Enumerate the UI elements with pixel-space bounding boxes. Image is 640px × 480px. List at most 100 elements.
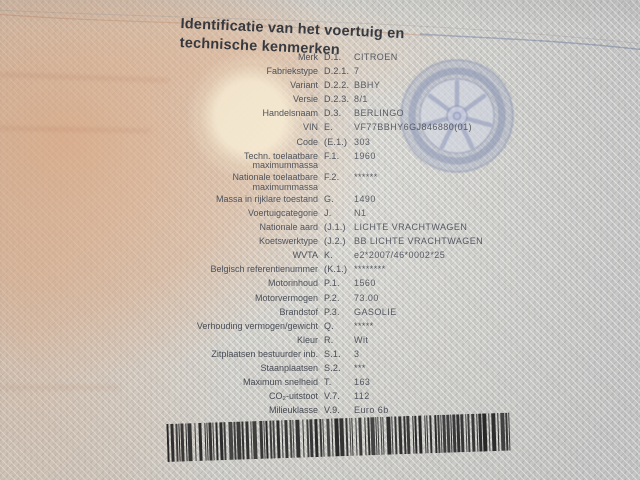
spec-label: Nationale aard — [259, 222, 318, 233]
barcode-bar — [460, 414, 465, 453]
barcode-bar — [314, 419, 319, 458]
spec-value: 1560 — [354, 278, 376, 289]
barcode-bar — [284, 419, 289, 459]
spec-row: Techn. toelaatbare maximummassa F.1. 1960 — [62, 150, 592, 171]
barcode-bar — [391, 416, 394, 455]
barcode-bar — [272, 420, 276, 459]
spec-row: Motorinhoud P.1. 1560 — [62, 279, 592, 289]
spec-label: Kleur — [296, 334, 318, 345]
spec-value: 1960 — [354, 150, 376, 161]
spec-code: D.2.3. — [324, 94, 350, 105]
spec-value: 7 — [354, 66, 360, 77]
salmon-streak — [0, 386, 120, 389]
barcode-bar — [215, 422, 219, 461]
spec-row: Massa in rijklare toestand G. 1490 — [62, 193, 592, 205]
barcode-bar — [331, 418, 334, 457]
barcode-bar — [265, 420, 269, 459]
spec-rows: Merk D.1. CITROEN Fabriekstype D.2.1. 7 Varian… — [62, 52, 592, 420]
spec-code: E. — [324, 122, 333, 133]
spec-code: D.1. — [324, 52, 342, 62]
spec-code: F.1. — [324, 150, 340, 161]
spec-code: T. — [324, 377, 332, 388]
spec-code: S.1. — [324, 348, 341, 359]
spec-value: BB LICHTE VRACHTWAGEN — [354, 236, 484, 247]
spec-code: (E.1.) — [324, 136, 348, 147]
barcode-bar — [355, 417, 358, 456]
spec-code: V.7. — [324, 391, 340, 402]
spec-code: D.2.2. — [324, 80, 350, 91]
barcode-bar — [364, 417, 367, 456]
spec-row: Merk D.1. CITROEN — [62, 52, 592, 63]
spec-code: J. — [324, 207, 332, 218]
spec-row: WVTA K. e2*2007/46*0002*25 — [62, 251, 592, 261]
spec-code: K. — [324, 250, 333, 261]
spec-row: Code (E.1.) 303 — [62, 136, 592, 148]
spec-row: Maximum snelheid T. 163 — [62, 378, 592, 388]
spec-value: 112 — [354, 391, 370, 402]
spec-label: Staanplaatsen — [260, 362, 318, 373]
barcode-bar — [414, 415, 418, 454]
spec-row: Voertuigcategorie J. N1 — [62, 207, 592, 219]
spec-value: ****** — [354, 172, 378, 183]
barcode-bar — [382, 416, 385, 455]
barcode-bar — [212, 422, 215, 461]
barcode-bar — [187, 423, 193, 462]
barcode-bar — [292, 419, 295, 458]
barcode-bar — [497, 413, 500, 452]
spec-row: Koetswerktype (J.2.) BB LICHTE VRACHTWAGEN — [62, 237, 592, 247]
spec-code: P.1. — [324, 278, 340, 289]
spec-row: CO₂-uitstoot V.7. 112 — [62, 392, 592, 402]
spec-label: Verhouding vermogen/gewicht — [196, 320, 318, 331]
spec-row: Handelsnaam D.3. BERLINGO — [62, 109, 592, 119]
spec-label: Fabriekstype — [266, 66, 318, 77]
barcode-bar — [351, 417, 354, 456]
barcode-bar — [241, 421, 245, 460]
barcode-bar — [377, 416, 380, 455]
barcode-bar — [429, 415, 433, 454]
barcode-bar — [166, 423, 170, 462]
spec-label: Brandstof — [279, 306, 318, 317]
spec-row: Staanplaatsen S.2. *** — [62, 362, 592, 374]
spec-code: Q. — [324, 320, 334, 331]
spec-value: BERLINGO — [354, 108, 405, 119]
spec-row: Motorvermogen P.2. 73.00 — [62, 292, 592, 304]
barcode-bar — [471, 413, 476, 452]
spec-row: Milieuklasse V.9. Euro 6b — [62, 406, 592, 416]
barcode-bar — [194, 423, 197, 462]
spec-label: CO₂-uitstoot — [268, 391, 318, 402]
spec-label: Handelsnaam — [262, 108, 318, 119]
spec-code: (J.1.) — [324, 222, 346, 233]
spec-row: Variant D.2.2. BBHY — [62, 81, 592, 91]
spec-value: Euro 6b — [354, 405, 389, 416]
spec-row: Nationale aard (J.1.) LICHTE VRACHTWAGEN — [62, 223, 592, 233]
spec-code: V.9. — [324, 405, 340, 416]
spec-label: Maximum snelheid — [242, 377, 318, 388]
spec-row: Kleur R. Wit — [62, 334, 592, 346]
spec-value: 8/1 — [354, 94, 368, 105]
spec-value: 163 — [354, 377, 371, 388]
barcode-bar — [345, 418, 349, 457]
spec-value: 1490 — [354, 193, 376, 204]
barcode-bar — [281, 420, 284, 459]
wheel-watermark-icon — [400, 59, 514, 173]
spec-code: P.2. — [324, 292, 340, 303]
barcode-bar — [358, 417, 363, 456]
spec-value: 303 — [354, 136, 371, 147]
spec-label: Milieuklasse — [268, 405, 318, 416]
barcode-bar — [170, 423, 175, 462]
spec-row: Versie D.2.3. 8/1 — [62, 95, 592, 105]
barcode-bar — [508, 412, 511, 451]
barcode-bar — [418, 415, 423, 454]
spec-value: ***** — [354, 320, 374, 331]
barcode-bar — [276, 420, 281, 459]
spec-code: (K.1.) — [324, 264, 348, 275]
spec-code: D.3. — [324, 108, 342, 119]
spec-value: LICHTE VRACHTWAGEN — [354, 222, 468, 233]
spec-code: R. — [324, 334, 334, 345]
barcode-bar — [467, 413, 471, 453]
spec-row: Verhouding vermogen/gewicht Q. ***** — [62, 320, 592, 332]
barcode-bar — [406, 415, 411, 455]
spec-label: Nationale toelaatbare maximummassa — [232, 172, 318, 192]
